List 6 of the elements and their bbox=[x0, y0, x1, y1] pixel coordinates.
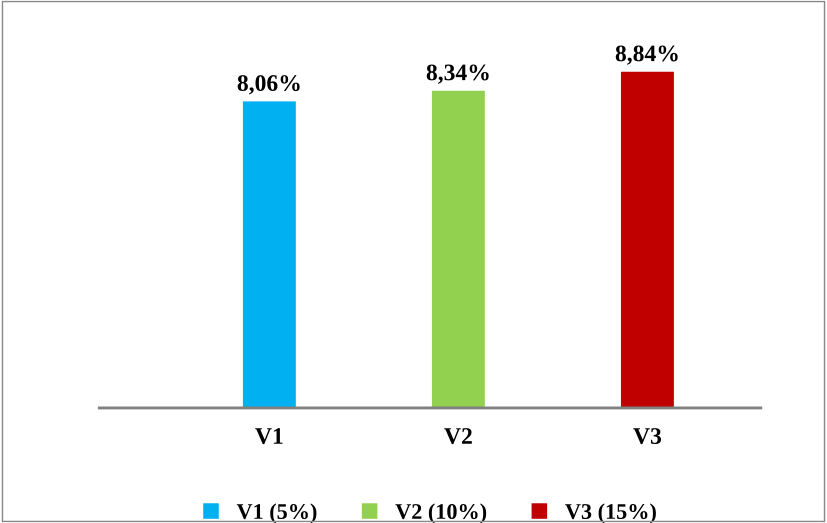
x-tick-label: V3 bbox=[633, 428, 662, 444]
x-tick-label: V1 bbox=[255, 428, 283, 444]
data-label: 8,06% bbox=[238, 75, 300, 94]
data-label: 8,84% bbox=[616, 45, 678, 65]
data-label: 8,34% bbox=[426, 64, 489, 84]
x-tick-label: V2 bbox=[444, 428, 472, 444]
